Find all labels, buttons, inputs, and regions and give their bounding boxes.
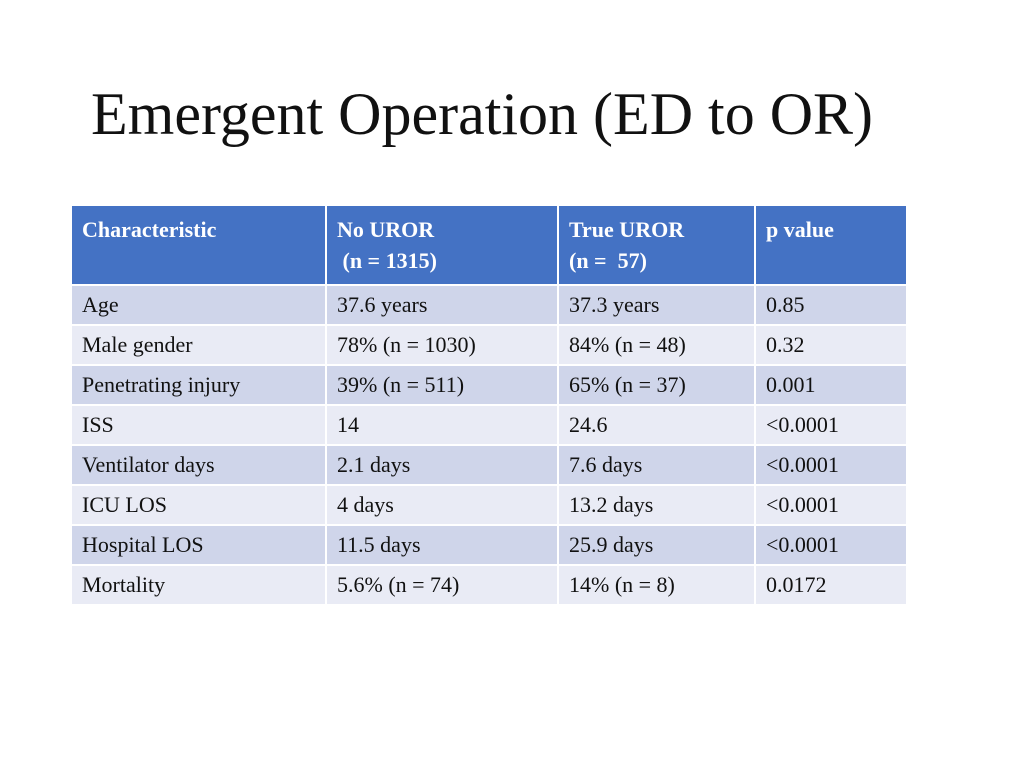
cell-p-value: 0.32 (754, 324, 908, 366)
header-sublabel: (n = 57) (569, 248, 647, 273)
cell-true-uror: 65% (n = 37) (557, 364, 756, 406)
cell-no-uror: 2.1 days (325, 444, 559, 486)
header-label: p value (766, 217, 834, 242)
table-row: Mortality 5.6% (n = 74) 14% (n = 8) 0.01… (70, 564, 908, 606)
table-row: Male gender 78% (n = 1030) 84% (n = 48) … (70, 324, 908, 366)
cell-characteristic: ICU LOS (70, 484, 327, 526)
cell-true-uror: 37.3 years (557, 284, 756, 326)
header-label: True UROR (569, 217, 685, 242)
cell-true-uror: 14% (n = 8) (557, 564, 756, 606)
table-row: Ventilator days 2.1 days 7.6 days <0.000… (70, 444, 908, 486)
header-sublabel: (n = 1315) (337, 248, 437, 273)
cell-no-uror: 4 days (325, 484, 559, 526)
results-table: Characteristic No UROR (n = 1315) True U… (70, 204, 908, 606)
cell-no-uror: 78% (n = 1030) (325, 324, 559, 366)
cell-characteristic: Age (70, 284, 327, 326)
cell-p-value: <0.0001 (754, 444, 908, 486)
header-true-uror: True UROR (n = 57) (557, 204, 756, 286)
header-characteristic: Characteristic (70, 204, 327, 286)
cell-true-uror: 13.2 days (557, 484, 756, 526)
cell-true-uror: 84% (n = 48) (557, 324, 756, 366)
cell-no-uror: 37.6 years (325, 284, 559, 326)
cell-no-uror: 11.5 days (325, 524, 559, 566)
cell-characteristic: Hospital LOS (70, 524, 327, 566)
cell-p-value: <0.0001 (754, 404, 908, 446)
cell-no-uror: 5.6% (n = 74) (325, 564, 559, 606)
cell-true-uror: 24.6 (557, 404, 756, 446)
cell-no-uror: 39% (n = 511) (325, 364, 559, 406)
slide-title: Emergent Operation (ED to OR) (91, 81, 874, 147)
cell-characteristic: Mortality (70, 564, 327, 606)
cell-characteristic: Penetrating injury (70, 364, 327, 406)
table-body: Age 37.6 years 37.3 years 0.85 Male gend… (70, 284, 908, 606)
table-row: Penetrating injury 39% (n = 511) 65% (n … (70, 364, 908, 406)
table-row: Hospital LOS 11.5 days 25.9 days <0.0001 (70, 524, 908, 566)
cell-characteristic: Ventilator days (70, 444, 327, 486)
table-row: ICU LOS 4 days 13.2 days <0.0001 (70, 484, 908, 526)
cell-characteristic: ISS (70, 404, 327, 446)
header-row: Characteristic No UROR (n = 1315) True U… (70, 204, 908, 286)
cell-no-uror: 14 (325, 404, 559, 446)
cell-p-value: <0.0001 (754, 524, 908, 566)
header-label: No UROR (337, 217, 435, 242)
table-row: Age 37.6 years 37.3 years 0.85 (70, 284, 908, 326)
cell-p-value: 0.001 (754, 364, 908, 406)
cell-p-value: <0.0001 (754, 484, 908, 526)
header-no-uror: No UROR (n = 1315) (325, 204, 559, 286)
cell-p-value: 0.85 (754, 284, 908, 326)
table-header: Characteristic No UROR (n = 1315) True U… (70, 204, 908, 286)
header-p-value: p value (754, 204, 908, 286)
table-row: ISS 14 24.6 <0.0001 (70, 404, 908, 446)
cell-characteristic: Male gender (70, 324, 327, 366)
cell-true-uror: 7.6 days (557, 444, 756, 486)
header-label: Characteristic (82, 217, 217, 242)
cell-p-value: 0.0172 (754, 564, 908, 606)
cell-true-uror: 25.9 days (557, 524, 756, 566)
